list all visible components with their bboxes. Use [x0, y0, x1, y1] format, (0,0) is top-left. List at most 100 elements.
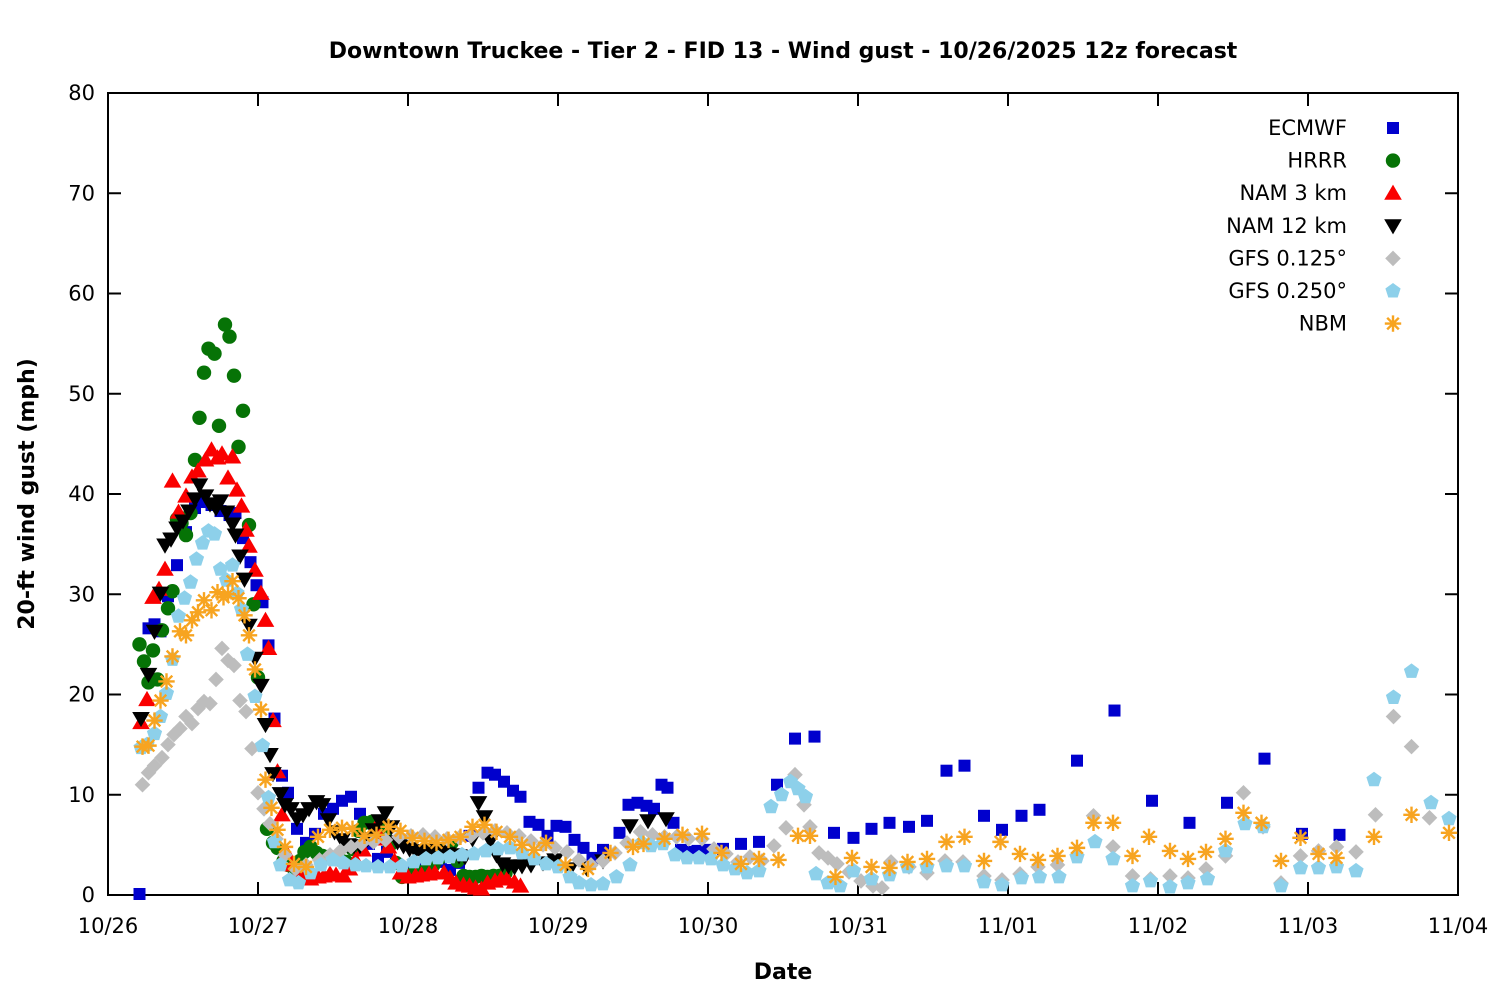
data-point	[750, 850, 768, 868]
series-nbm	[134, 573, 1458, 886]
data-point	[171, 623, 189, 640]
data-point	[203, 602, 220, 619]
data-point	[313, 798, 332, 814]
data-point	[1365, 828, 1383, 846]
data-point	[297, 858, 315, 876]
data-point	[1328, 839, 1345, 855]
data-point	[464, 818, 481, 836]
data-point	[145, 643, 161, 658]
legend-entry-nam-3-km: NAM 3 km	[1239, 181, 1402, 205]
data-point	[1049, 847, 1066, 865]
data-point	[996, 823, 1008, 836]
data-point	[1235, 804, 1252, 821]
data-point	[272, 856, 289, 872]
data-point	[180, 504, 198, 520]
data-point	[843, 849, 861, 867]
data-point	[172, 720, 188, 737]
y-tick-label: 40	[68, 482, 95, 506]
data-point	[789, 827, 807, 845]
data-point	[189, 604, 207, 621]
data-point	[134, 776, 151, 793]
data-point	[1161, 842, 1179, 860]
data-point	[271, 787, 290, 803]
data-point	[1403, 806, 1420, 823]
data-point	[796, 796, 812, 813]
data-point	[144, 588, 162, 604]
data-point	[713, 844, 730, 862]
data-point	[252, 678, 270, 695]
data-point	[1403, 663, 1420, 678]
triangle-down-legend-icon	[1384, 219, 1402, 235]
data-point	[853, 873, 869, 889]
data-point	[213, 445, 231, 461]
legend-entry-hrrr: HRRR	[1287, 149, 1401, 173]
data-point	[192, 410, 207, 426]
data-point	[656, 830, 673, 848]
data-point	[276, 838, 294, 856]
data-point	[1068, 839, 1086, 857]
data-point	[152, 692, 169, 709]
data-point	[820, 875, 836, 890]
data-point	[1033, 803, 1046, 816]
data-point	[236, 607, 253, 624]
data-point	[231, 549, 249, 565]
legend-label: ECMWF	[1268, 116, 1347, 140]
data-point	[442, 848, 458, 864]
data-point	[478, 842, 494, 858]
data-point	[1348, 862, 1364, 878]
data-point	[763, 798, 779, 814]
data-point	[416, 832, 433, 850]
data-point	[770, 851, 787, 869]
data-point	[182, 574, 199, 589]
data-point	[667, 846, 683, 862]
data-point	[1217, 842, 1234, 858]
data-point	[1180, 875, 1196, 890]
data-point	[246, 661, 264, 678]
data-point	[347, 856, 364, 872]
data-point	[571, 852, 587, 868]
data-point	[163, 472, 182, 488]
data-point	[335, 854, 352, 870]
legend-label: NAM 12 km	[1226, 214, 1347, 238]
data-point	[613, 826, 626, 839]
y-tick-label: 0	[82, 883, 95, 907]
x-tick-label: 10/28	[378, 914, 439, 938]
data-point	[940, 764, 953, 777]
data-point	[1273, 878, 1289, 893]
data-point	[1124, 868, 1141, 884]
data-point	[1013, 870, 1030, 885]
data-point	[170, 608, 187, 623]
data-point	[1292, 848, 1309, 864]
data-point	[691, 849, 707, 865]
data-point	[219, 469, 237, 485]
data-point	[1403, 738, 1420, 755]
data-point	[256, 611, 275, 627]
data-point	[219, 586, 237, 603]
data-point	[208, 671, 224, 688]
data-point	[472, 781, 485, 794]
data-point	[938, 833, 955, 851]
data-point	[1292, 859, 1309, 875]
data-point	[207, 346, 222, 361]
data-point	[958, 759, 971, 772]
data-point	[883, 854, 899, 870]
data-point	[257, 771, 274, 788]
data-point	[865, 822, 878, 835]
legend-label: GFS 0.250°	[1228, 279, 1347, 303]
data-point	[994, 877, 1010, 892]
data-point	[1031, 869, 1048, 884]
y-tick-label: 60	[68, 282, 95, 306]
data-point	[184, 715, 200, 732]
data-point	[1011, 845, 1029, 863]
data-point	[246, 597, 261, 612]
data-point	[899, 853, 916, 871]
data-point	[188, 551, 205, 566]
data-point	[778, 820, 794, 836]
data-point	[751, 862, 767, 878]
data-point	[559, 844, 575, 860]
data-point	[557, 856, 574, 874]
data-point	[577, 841, 590, 854]
x-axis-label: Date	[754, 960, 813, 985]
data-point	[146, 712, 163, 729]
data-point	[1124, 847, 1141, 865]
